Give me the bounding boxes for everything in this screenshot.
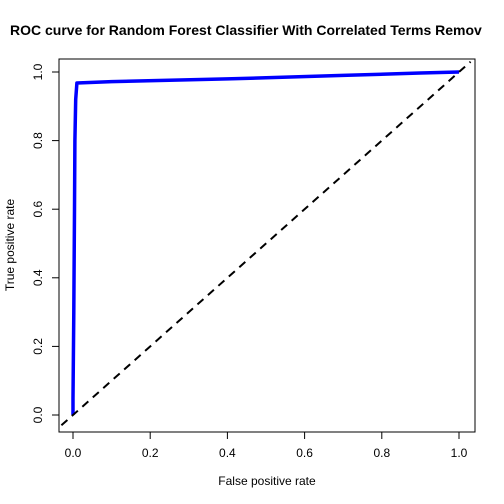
x-tick-label: 0.0 — [65, 446, 82, 460]
y-axis: 0.0 0.2 0.4 0.6 0.8 1.0 — [31, 63, 60, 423]
y-tick-label: 0.4 — [31, 269, 45, 286]
diagonal-reference-line — [60, 60, 472, 427]
y-axis-label: True positive rate — [3, 199, 17, 292]
y-tick-label: 0.6 — [31, 201, 45, 218]
chart-title: ROC curve for Random Forest Classifier W… — [10, 22, 482, 38]
y-tick-label: 0.8 — [31, 132, 45, 149]
x-tick-label: 0.8 — [373, 446, 390, 460]
x-tick-label: 0.2 — [142, 446, 159, 460]
x-tick-label: 1.0 — [451, 446, 468, 460]
y-tick-label: 0.0 — [31, 406, 45, 423]
x-axis: 0.0 0.2 0.4 0.6 0.8 1.0 — [65, 431, 468, 460]
y-tick-label: 1.0 — [31, 63, 45, 80]
x-tick-label: 0.4 — [219, 446, 236, 460]
x-axis-label: False positive rate — [218, 474, 316, 488]
x-tick-label: 0.6 — [296, 446, 313, 460]
plot-frame — [58, 58, 476, 433]
roc-curve-line — [71, 70, 460, 415]
y-tick-label: 0.2 — [31, 338, 45, 355]
series-layer — [60, 60, 472, 427]
